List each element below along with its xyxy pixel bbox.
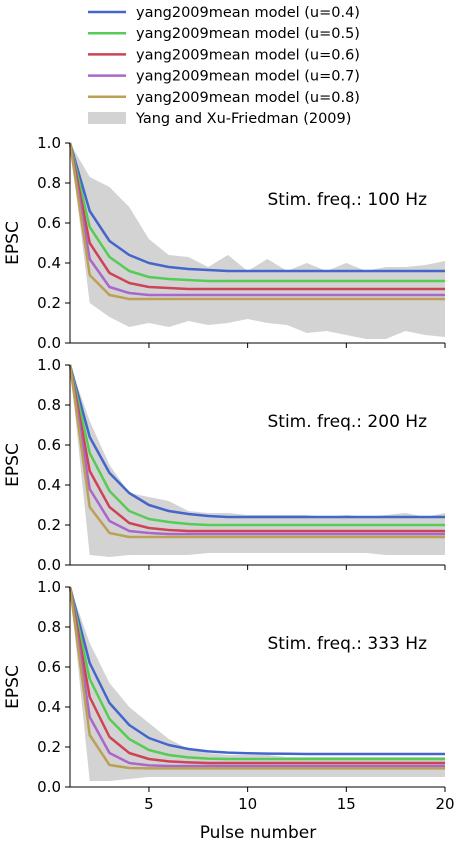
x-tick-label: 20 (435, 795, 454, 813)
y-tick-label: 0.4 (37, 254, 61, 272)
legend-swatch-band (88, 112, 126, 124)
y-tick-label: 0.0 (37, 556, 61, 574)
panel-3: 0.0 0.2 0.4 0.6 0.8 1.0 5 10 15 20 EPSC Stim. freq.… (3, 578, 455, 813)
panel-1: 0.0 0.2 0.4 0.6 0.8 1.0 EPSC Stim. freq.: 100 H… (3, 134, 446, 352)
series-line-u5 (68, 364, 445, 527)
y-tick-label: 0.6 (37, 658, 61, 676)
legend-label-5: yang2009mean model (u=0.8) (136, 90, 360, 106)
y-tick-label: 0.2 (37, 294, 61, 312)
series-line-u5 (68, 586, 445, 761)
legend-label-4: yang2009mean model (u=0.7) (136, 69, 360, 85)
legend-label-3: yang2009mean model (u=0.6) (136, 47, 360, 63)
y-tick-label: 0.2 (37, 738, 61, 756)
legend-label-2: yang2009mean model (u=0.5) (136, 26, 360, 42)
y-tick-label: 0.8 (37, 396, 61, 414)
series-line-u6 (68, 142, 445, 291)
series-line-u4 (68, 142, 445, 273)
y-tick-label: 0.2 (37, 516, 61, 534)
stim-frequency-annotation: Stim. freq.: 333 Hz (268, 634, 428, 654)
series-line-u8 (68, 364, 445, 539)
legend-label-1: yang2009mean model (u=0.4) (136, 5, 360, 21)
x-tick-label: 5 (144, 795, 154, 813)
series-line-u4 (68, 586, 445, 756)
experimental-band (70, 143, 445, 339)
y-tick-label: 0.4 (37, 698, 61, 716)
y-tick-label: 0.8 (37, 618, 61, 636)
y-axis-label: EPSC (3, 665, 23, 709)
y-tick-label: 0.0 (37, 778, 61, 796)
y-axis-label: EPSC (3, 221, 23, 265)
series-line-u6 (68, 364, 445, 533)
y-axis-label: EPSC (3, 443, 23, 487)
series-line-u8 (68, 142, 445, 301)
y-tick-label: 0.6 (37, 214, 61, 232)
y-tick-label: 0.8 (37, 174, 61, 192)
y-tick-label: 0.4 (37, 476, 61, 494)
series-line-u4 (68, 364, 445, 519)
series-line-u6 (68, 586, 445, 765)
series-line-u8 (68, 586, 445, 770)
series-line-u7 (68, 142, 445, 297)
series-line-u7 (68, 364, 445, 536)
y-tick-label: 0.0 (37, 334, 61, 352)
chart-panels: 0.0 0.2 0.4 0.6 0.8 1.0 EPSC Stim. freq.: 100 H… (3, 134, 455, 813)
y-tick-label: 1.0 (37, 578, 61, 596)
stim-frequency-annotation: Stim. freq.: 200 Hz (268, 412, 428, 432)
y-tick-label: 1.0 (37, 356, 61, 374)
series-line-u5 (68, 142, 445, 283)
y-tick-label: 0.6 (37, 436, 61, 454)
legend-label-6: Yang and Xu-Friedman (2009) (135, 111, 351, 127)
series-line-u7 (68, 586, 445, 768)
panel-2: 0.0 0.2 0.4 0.6 0.8 1.0 EPSC Stim. freq.: 200 H… (3, 356, 446, 574)
x-axis-label: Pulse number (200, 823, 317, 843)
y-tick-label: 1.0 (37, 134, 61, 152)
x-tick-label: 10 (238, 795, 257, 813)
stim-frequency-annotation: Stim. freq.: 100 Hz (268, 190, 428, 210)
legend: yang2009mean model (u=0.4) yang2009mean m… (88, 5, 360, 127)
x-tick-label: 15 (337, 795, 356, 813)
